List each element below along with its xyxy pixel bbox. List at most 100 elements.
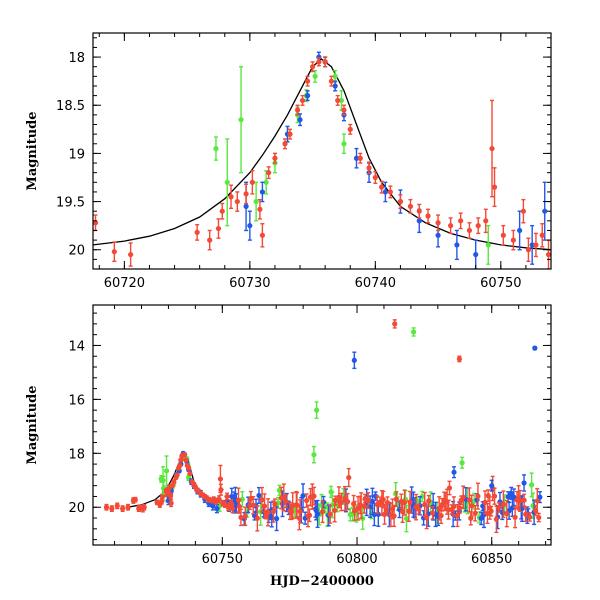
data-point: [488, 505, 494, 517]
data-point: [491, 487, 498, 505]
data-point: [523, 506, 529, 523]
data-point: [219, 202, 225, 220]
data-point: [302, 511, 308, 525]
data-point: [228, 184, 234, 210]
data-point: [214, 503, 220, 514]
data-point: [187, 470, 193, 477]
data-point: [346, 467, 352, 488]
data-point: [496, 501, 502, 513]
data-point: [282, 138, 288, 150]
data-point: [537, 491, 543, 504]
data-point: [451, 496, 457, 517]
data-point: [351, 351, 357, 370]
zoom-plot-frame: [92, 32, 552, 270]
y-tick-label: 18: [68, 447, 85, 462]
data-point: [328, 75, 335, 87]
data-point: [384, 496, 391, 510]
data-point: [294, 104, 301, 116]
data-point: [259, 486, 265, 513]
data-point: [120, 505, 126, 512]
data-point: [207, 229, 213, 251]
zoom-light-curve-panel: 60720 60730 60740 60750 18 18.5 19 19.5 20 Magni…: [25, 32, 552, 291]
data-point: [416, 203, 422, 219]
data-point: [194, 223, 200, 241]
data-point: [242, 506, 248, 527]
data-point: [475, 482, 481, 510]
x-tick-label: 60750: [202, 552, 243, 567]
data-point: [341, 133, 347, 155]
data-point: [93, 214, 99, 232]
data-point: [532, 345, 538, 351]
data-point: [419, 490, 425, 503]
data-point: [545, 239, 551, 269]
data-point: [438, 507, 444, 525]
x-tick-label: 60720: [104, 276, 145, 291]
x-tick-label: 60740: [355, 276, 396, 291]
y-tick-label: 16: [68, 393, 85, 408]
data-point: [425, 208, 431, 224]
data-point: [430, 506, 436, 520]
data-point: [322, 56, 328, 68]
data-point: [345, 492, 351, 511]
data-point: [451, 466, 457, 479]
data-point: [483, 208, 489, 234]
data-point: [299, 94, 306, 106]
x-tick-label: 60750: [480, 276, 521, 291]
data-point: [312, 69, 318, 83]
data-point: [332, 80, 338, 92]
data-point: [259, 181, 265, 203]
data-point: [401, 489, 408, 516]
data-point: [366, 161, 372, 175]
zoom-y-axis-title: Magnitude: [25, 111, 40, 190]
data-point: [163, 455, 170, 487]
data-point: [130, 497, 137, 504]
data-point: [304, 90, 311, 102]
data-point: [542, 181, 548, 241]
data-point: [311, 486, 317, 506]
data-point: [527, 512, 533, 522]
data-point: [319, 500, 326, 524]
data-point: [473, 239, 479, 269]
full-x-axis-title: HJD−2400000: [270, 574, 374, 589]
data-point: [174, 472, 180, 478]
data-point: [353, 147, 360, 169]
data-point: [521, 493, 527, 507]
data-point: [357, 152, 363, 164]
data-point: [539, 223, 545, 248]
data-point: [111, 241, 117, 262]
data-point: [489, 479, 495, 492]
data-point: [114, 502, 120, 510]
data-point: [316, 57, 322, 67]
y-tick-label: 19: [68, 147, 85, 162]
data-point: [335, 94, 341, 106]
data-point: [254, 504, 260, 532]
data-point: [304, 75, 311, 87]
data-point: [426, 494, 432, 507]
y-tick-label: 18.5: [56, 99, 85, 114]
data-point: [128, 242, 134, 267]
data-point: [379, 180, 385, 194]
x-tick-label: 60850: [471, 552, 512, 567]
data-point: [435, 214, 441, 232]
data-point: [168, 499, 174, 508]
data-point: [234, 191, 240, 212]
data-point: [520, 198, 526, 224]
y-tick-label: 18: [68, 51, 85, 66]
data-point: [365, 492, 371, 509]
full-y-axis-title: Magnitude: [25, 385, 40, 464]
data-point: [355, 495, 361, 521]
data-point: [500, 490, 507, 519]
data-point: [510, 229, 516, 251]
data-point: [533, 232, 539, 258]
data-point: [249, 170, 255, 195]
data-point: [224, 138, 230, 227]
full-axis-ticks: 60750 60800 60850 14 16 18 20: [68, 305, 551, 567]
full-light-curve-panel: 60750 60800 60850 14 16 18 20 Magnitude HJD−24…: [25, 304, 552, 589]
full-data-layer: [103, 319, 543, 534]
data-point: [141, 503, 147, 511]
data-point: [525, 237, 532, 262]
data-point: [259, 223, 265, 248]
x-tick-label: 60730: [229, 276, 270, 291]
data-point: [332, 69, 338, 83]
data-point: [186, 465, 192, 471]
